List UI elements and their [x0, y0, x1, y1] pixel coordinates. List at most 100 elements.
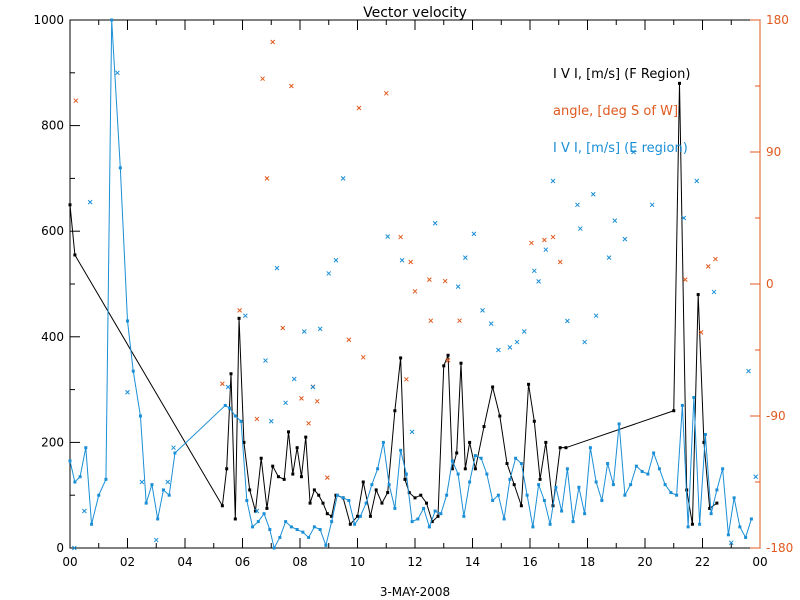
data-point	[364, 501, 368, 505]
data-point	[68, 203, 72, 207]
data-point	[156, 517, 160, 521]
y-right-tick-label: -90	[766, 409, 786, 423]
data-point	[110, 18, 114, 22]
data-point	[600, 498, 604, 502]
data-point	[380, 501, 384, 505]
data-point	[68, 459, 72, 463]
data-point	[335, 493, 339, 497]
data-point-x	[582, 339, 587, 345]
data-point-x	[153, 537, 159, 543]
data-point	[686, 525, 690, 529]
data-point	[514, 456, 518, 460]
data-point	[558, 446, 562, 450]
data-point-x	[550, 178, 556, 184]
data-point-x	[314, 398, 320, 404]
right-y-axis-ticks: -180 -90 0 90 180	[750, 13, 793, 555]
data-point	[439, 512, 443, 516]
data-point-x	[542, 237, 547, 243]
data-point	[491, 385, 495, 389]
data-point-x	[471, 231, 477, 237]
data-point-x	[356, 105, 362, 111]
data-point	[399, 356, 403, 360]
data-point	[496, 493, 500, 497]
y-right-tick-label: 90	[766, 145, 781, 159]
data-point	[256, 520, 260, 524]
data-point	[430, 520, 434, 524]
series-angle-deg-s-of-w-	[73, 39, 718, 480]
data-point	[663, 483, 667, 487]
data-point-x	[301, 329, 307, 334]
data-point	[565, 467, 569, 471]
data-point	[436, 514, 440, 518]
data-point-x	[427, 277, 432, 282]
data-point-x	[398, 234, 403, 240]
data-point-x	[681, 215, 687, 221]
data-point	[138, 414, 142, 418]
x-tick-label: 00	[752, 555, 767, 569]
data-point-x	[521, 329, 527, 334]
x-tick-label: 14	[465, 555, 480, 569]
data-point	[640, 469, 644, 473]
data-point-x	[270, 39, 276, 45]
data-point-x	[115, 70, 120, 76]
data-point-x	[220, 381, 225, 387]
data-point	[532, 419, 536, 423]
data-point	[284, 520, 288, 524]
data-point-x	[243, 313, 248, 319]
data-point	[321, 501, 325, 505]
data-point-x	[507, 345, 513, 350]
data-point	[527, 382, 531, 386]
data-point	[229, 372, 233, 376]
data-point	[583, 512, 587, 516]
data-point	[295, 528, 299, 532]
data-point	[393, 409, 397, 413]
x-tick-label: 04	[177, 555, 192, 569]
data-point	[715, 501, 719, 505]
data-point	[425, 501, 428, 505]
data-point	[678, 81, 681, 85]
data-point-x	[383, 90, 389, 96]
data-point-x	[432, 220, 438, 226]
data-point	[348, 522, 352, 526]
data-point	[259, 456, 263, 460]
data-point-x	[557, 259, 563, 265]
data-point-x	[237, 308, 242, 313]
data-point-x	[274, 265, 280, 271]
data-point	[131, 369, 135, 373]
data-point-x	[171, 445, 176, 451]
data-point	[223, 403, 227, 407]
data-point	[690, 522, 694, 526]
data-point-x	[280, 325, 286, 331]
data-point-x	[753, 474, 759, 480]
data-point	[721, 467, 725, 471]
data-point	[726, 533, 730, 537]
data-point	[629, 483, 633, 487]
data-point-x	[346, 337, 352, 343]
data-point	[442, 364, 446, 368]
data-point	[289, 525, 293, 529]
series-line	[69, 19, 752, 550]
data-point	[272, 546, 276, 550]
data-point	[433, 509, 437, 513]
data-point-x	[445, 357, 451, 363]
data-point	[144, 501, 148, 505]
data-point	[233, 414, 237, 418]
data-point	[173, 451, 177, 455]
data-point-x	[694, 178, 700, 184]
y-right-tick-label: 180	[766, 13, 789, 27]
data-point	[544, 440, 548, 444]
data-point-x	[631, 149, 636, 155]
data-point	[233, 517, 237, 521]
data-point	[353, 522, 357, 526]
data-point	[376, 467, 380, 471]
data-point-x	[289, 83, 294, 89]
data-point-x	[412, 288, 418, 294]
data-point	[282, 477, 286, 481]
data-point	[104, 477, 108, 481]
data-point	[413, 496, 417, 500]
data-point-x	[409, 429, 415, 435]
data-point	[356, 514, 359, 518]
y-left-tick-label: 600	[41, 224, 64, 238]
data-point	[307, 535, 311, 539]
